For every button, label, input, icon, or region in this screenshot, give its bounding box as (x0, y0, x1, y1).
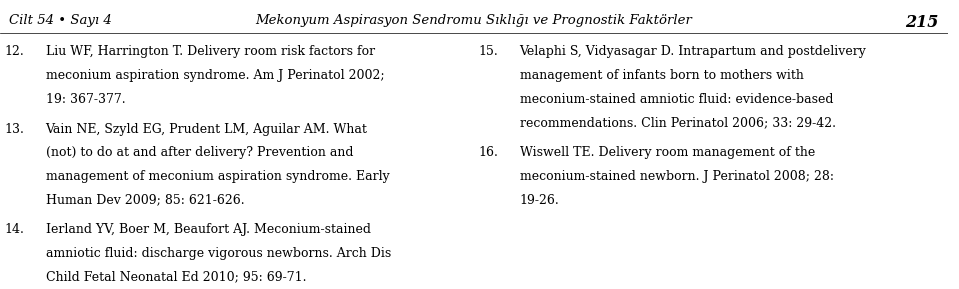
Text: meconium-stained newborn. J Perinatol 2008; 28:: meconium-stained newborn. J Perinatol 20… (520, 170, 833, 183)
Text: Human Dev 2009; 85: 621-626.: Human Dev 2009; 85: 621-626. (45, 194, 245, 207)
Text: Cilt 54 • Sayı 4: Cilt 54 • Sayı 4 (10, 14, 112, 27)
Text: (not) to do at and after delivery? Prevention and: (not) to do at and after delivery? Preve… (45, 146, 353, 159)
Text: management of infants born to mothers with: management of infants born to mothers wi… (520, 69, 804, 82)
Text: 19: 367-377.: 19: 367-377. (45, 93, 125, 106)
Text: 14.: 14. (5, 223, 25, 236)
Text: Ierland YV, Boer M, Beaufort AJ. Meconium-stained: Ierland YV, Boer M, Beaufort AJ. Meconiu… (45, 223, 370, 236)
Text: Velaphi S, Vidyasagar D. Intrapartum and postdelivery: Velaphi S, Vidyasagar D. Intrapartum and… (520, 45, 866, 58)
Text: 15.: 15. (479, 45, 499, 58)
Text: 215: 215 (905, 14, 939, 32)
Text: Child Fetal Neonatal Ed 2010; 95: 69-71.: Child Fetal Neonatal Ed 2010; 95: 69-71. (45, 271, 306, 284)
Text: meconium aspiration syndrome. Am J Perinatol 2002;: meconium aspiration syndrome. Am J Perin… (45, 69, 385, 82)
Text: 13.: 13. (5, 123, 25, 136)
Text: 12.: 12. (5, 45, 25, 58)
Text: Mekonyum Aspirasyon Sendromu Sıklığı ve Prognostik Faktörler: Mekonyum Aspirasyon Sendromu Sıklığı ve … (256, 14, 692, 27)
Text: amniotic fluid: discharge vigorous newborns. Arch Dis: amniotic fluid: discharge vigorous newbo… (45, 247, 390, 260)
Text: recommendations. Clin Perinatol 2006; 33: 29-42.: recommendations. Clin Perinatol 2006; 33… (520, 116, 835, 129)
Text: Liu WF, Harrington T. Delivery room risk factors for: Liu WF, Harrington T. Delivery room risk… (45, 45, 375, 58)
Text: Vain NE, Szyld EG, Prudent LM, Aguilar AM. What: Vain NE, Szyld EG, Prudent LM, Aguilar A… (45, 123, 367, 136)
Text: Wiswell TE. Delivery room management of the: Wiswell TE. Delivery room management of … (520, 146, 815, 159)
Text: meconium-stained amniotic fluid: evidence-based: meconium-stained amniotic fluid: evidenc… (520, 93, 833, 106)
Text: management of meconium aspiration syndrome. Early: management of meconium aspiration syndro… (45, 170, 389, 183)
Text: 16.: 16. (479, 146, 499, 159)
Text: 19-26.: 19-26. (520, 194, 559, 207)
